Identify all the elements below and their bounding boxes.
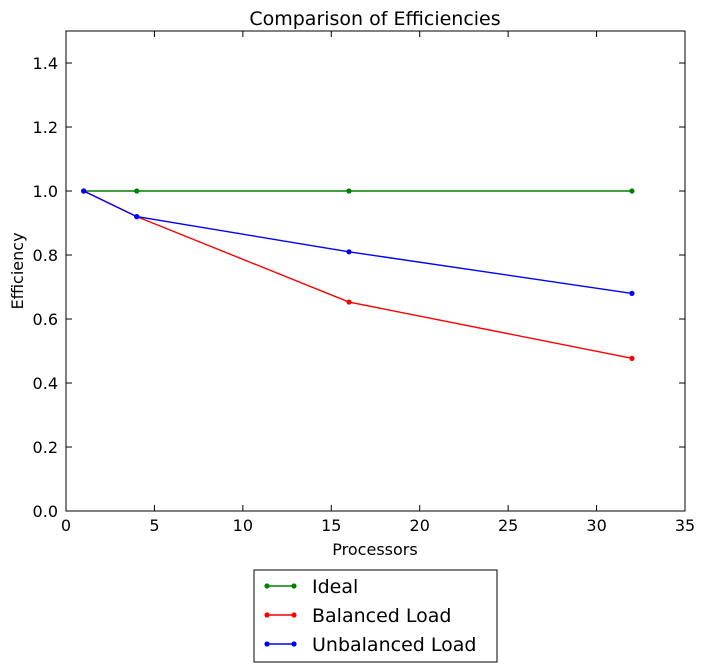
y-tick-label: 1.0	[33, 182, 58, 201]
chart-title: Comparison of Efficiencies	[249, 8, 500, 30]
legend-marker-ideal	[291, 583, 297, 589]
data-point-balanced-load	[346, 299, 352, 305]
x-tick-label: 15	[321, 516, 341, 535]
legend-marker-unbalanced-load	[264, 641, 270, 647]
y-tick-label: 0.4	[33, 374, 58, 393]
data-point-unbalanced-load	[134, 214, 140, 220]
x-tick-label: 20	[410, 516, 430, 535]
ticks-layer: 0 5 10 15 20 25 30 35 0.0 0.2 0.4 0.6 0.8 1.0 1.2 1.4	[33, 31, 695, 535]
series-line-unbalanced-load	[83, 190, 633, 295]
data-point-ideal	[346, 188, 352, 194]
legend-marker-balanced-load	[291, 612, 297, 618]
x-tick-label: 0	[61, 516, 71, 535]
data-point-unbalanced-load	[629, 290, 635, 296]
data-point-unbalanced-load	[81, 188, 87, 194]
data-point-ideal	[629, 188, 635, 194]
legend: Ideal Balanced Load Unbalanced Load	[253, 569, 498, 663]
y-tick-label: 1.4	[33, 54, 58, 73]
plot-frame	[65, 30, 686, 512]
legend-label-balanced-load: Balanced Load	[312, 605, 451, 627]
x-tick-label: 35	[675, 516, 695, 535]
series-layer	[81, 188, 635, 361]
x-tick-label: 25	[498, 516, 518, 535]
x-tick-label: 30	[586, 516, 606, 535]
y-tick-label: 0.6	[33, 310, 58, 329]
legend-marker-unbalanced-load	[291, 641, 297, 647]
y-tick-label: 0.2	[33, 438, 58, 457]
y-tick-label: 1.2	[33, 118, 58, 137]
legend-label-unbalanced-load: Unbalanced Load	[312, 634, 476, 656]
y-tick-label: 0.8	[33, 246, 58, 265]
series-line-balanced-load	[83, 190, 633, 360]
x-tick-label: 5	[149, 516, 159, 535]
data-point-unbalanced-load	[346, 249, 352, 255]
data-point-ideal	[134, 188, 140, 194]
legend-label-ideal: Ideal	[312, 576, 358, 598]
y-axis-title: Efficiency	[8, 232, 27, 309]
legend-marker-ideal	[264, 583, 270, 589]
y-tick-label: 0.0	[33, 502, 58, 521]
legend-marker-balanced-load	[264, 612, 270, 618]
x-tick-label: 10	[233, 516, 253, 535]
data-point-balanced-load	[629, 355, 635, 361]
x-axis-title: Processors	[332, 540, 417, 559]
